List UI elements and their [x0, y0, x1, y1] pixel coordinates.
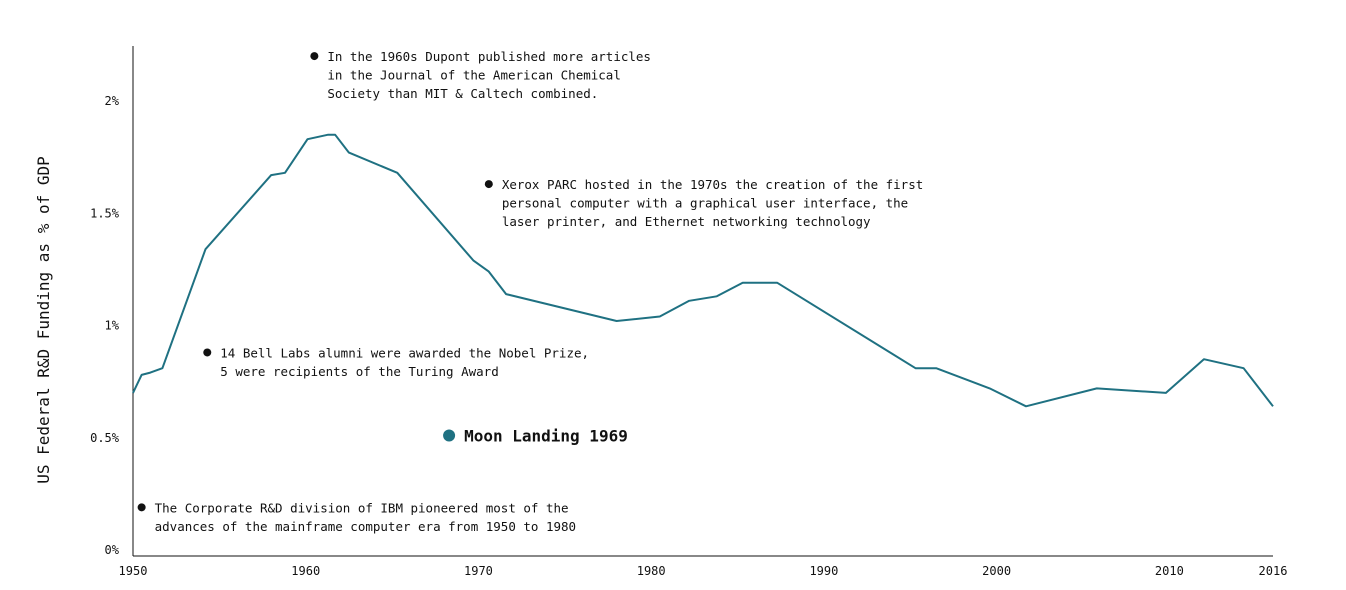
x-tick-label: 1950 — [119, 564, 148, 578]
y-axis-label: US Federal R&D Funding as % of GDP — [34, 156, 53, 484]
y-tick-label: 0.5% — [90, 431, 120, 445]
series-line — [132, 133, 1274, 408]
annotation-text: In the 1960s Dupont published more artic… — [327, 49, 651, 64]
x-tick-label: 1960 — [291, 564, 320, 578]
annotation-moon: Moon Landing 1969 — [443, 427, 628, 446]
x-tick-label: 1980 — [637, 564, 666, 578]
x-tick-label: 2010 — [1155, 564, 1184, 578]
annotation-text: Society than MIT & Caltech combined. — [327, 86, 598, 101]
y-tick-label: 1% — [105, 319, 120, 333]
annotation-text: The Corporate R&D division of IBM pionee… — [155, 500, 569, 515]
annotation-text: 5 were recipients of the Turing Award — [220, 364, 498, 379]
annotation-marker — [137, 503, 146, 512]
annotation-xerox: Xerox PARC hosted in the 1970s the creat… — [484, 177, 923, 229]
annotation-marker — [443, 429, 456, 442]
x-tick-label: 1990 — [809, 564, 838, 578]
annotation-text: Moon Landing 1969 — [464, 427, 628, 446]
y-tick-label: 2% — [105, 94, 120, 108]
annotation-marker — [310, 52, 319, 61]
y-ticks: 0% 0.5% 1% 1.5% 2% — [90, 94, 120, 557]
annotation-text: laser printer, and Ethernet networking t… — [502, 214, 871, 229]
y-axis-title: US Federal R&D Funding as % of GDP — [34, 156, 53, 484]
x-tick-label: 2000 — [982, 564, 1011, 578]
annotation-marker — [484, 180, 493, 189]
x-tick-label: 2016 — [1259, 564, 1288, 578]
annotation-bell: 14 Bell Labs alumni were awarded the Nob… — [203, 345, 589, 379]
y-tick-label: 0% — [105, 543, 120, 557]
annotation-ibm: The Corporate R&D division of IBM pionee… — [137, 500, 576, 534]
annotation-text: 14 Bell Labs alumni were awarded the Nob… — [220, 345, 589, 360]
annotation-dupont: In the 1960s Dupont published more artic… — [310, 49, 651, 101]
annotation-text: personal computer with a graphical user … — [502, 196, 908, 211]
x-ticks: 1950 1960 1970 1980 1990 2000 2010 2016 — [119, 564, 1288, 578]
annotations: The Corporate R&D division of IBM pionee… — [137, 49, 923, 534]
annotation-text: Xerox PARC hosted in the 1970s the creat… — [502, 177, 923, 192]
x-tick-label: 1970 — [464, 564, 493, 578]
y-tick-label: 1.5% — [90, 206, 120, 220]
annotation-text: in the Journal of the American Chemical — [327, 68, 621, 83]
annotation-marker — [203, 348, 212, 357]
annotation-text: advances of the mainframe computer era f… — [155, 519, 576, 534]
